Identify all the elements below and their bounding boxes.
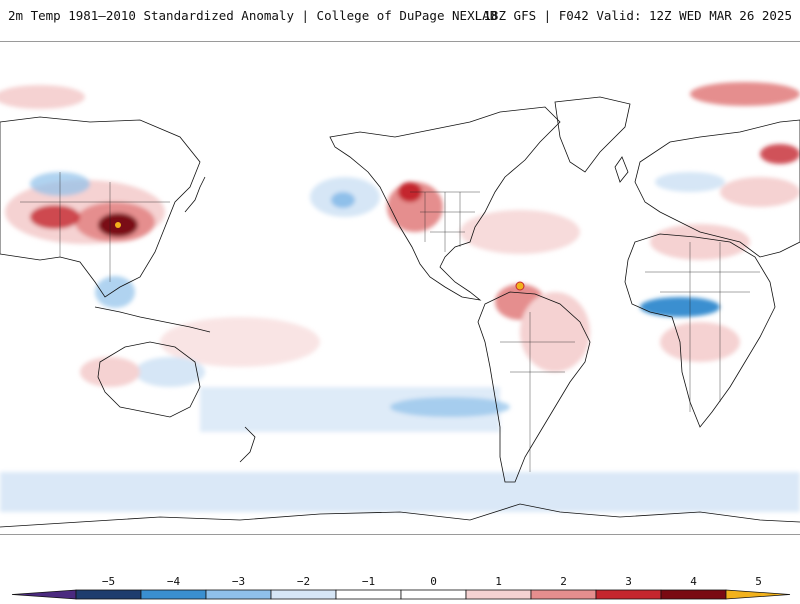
header: 2m Temp 1981–2010 Standardized Anomaly |… [0, 0, 800, 32]
colorbar-segment [660, 589, 727, 600]
colorbar-tick-label: 3 [625, 575, 632, 588]
southern-ocean-cool-band [0, 472, 800, 512]
ural-warm [720, 177, 800, 207]
colorbar-segment [75, 589, 142, 600]
political-borders [20, 172, 760, 472]
central-africa-warm [660, 322, 740, 362]
china-extreme-warm [115, 222, 121, 228]
north-america-outline [329, 106, 561, 301]
asia-border-lines [20, 172, 170, 282]
uk-outline [614, 156, 629, 183]
ne-pacific-cool-core [331, 192, 355, 208]
south-america-border-lines [500, 312, 575, 472]
greenland-outline [554, 96, 631, 173]
colorbar-tick-label: 1 [495, 575, 502, 588]
colorbar-tick-label: −1 [361, 575, 376, 588]
sahara-warm [650, 224, 750, 260]
africa-border-lines [645, 242, 760, 412]
antarctica-outline [0, 503, 800, 528]
colorbar-tick-label: 4 [690, 575, 697, 588]
colorbar-tick-label: −3 [231, 575, 246, 588]
atlantic-warm [460, 210, 580, 254]
brazil-warm [520, 292, 590, 372]
colorbar-segment [595, 589, 662, 600]
colorbar-segment [335, 589, 402, 600]
anomaly-shading [0, 82, 800, 512]
australia-warm-west [80, 357, 140, 387]
colorbar-segment [465, 589, 532, 600]
us-state-lines [410, 191, 480, 252]
colorbar-segment [400, 589, 467, 600]
colorbar-extend-low [11, 589, 77, 600]
australia-cool-east [135, 357, 205, 387]
map-title: 2m Temp 1981–2010 Standardized Anomaly |… [8, 8, 498, 23]
anomaly-hotspots [115, 222, 525, 291]
colorbar [0, 570, 800, 600]
model-run-info: 18Z GFS | F042 Valid: 12Z WED MAR 26 202… [483, 8, 792, 23]
anomaly-map [0, 41, 800, 535]
colorbar-tick-label: 5 [755, 575, 762, 588]
tibet-warm [30, 205, 80, 229]
colorbar-segment [270, 589, 337, 600]
russia-warm-spot [760, 144, 800, 164]
colorbar-segment [530, 589, 597, 600]
eurasia-outline [634, 119, 800, 258]
japan-outline [184, 176, 206, 213]
world-map-svg [0, 82, 800, 528]
arctic-warm-east [690, 82, 800, 106]
south-pacific-cool-core [390, 397, 510, 417]
australia-outline [97, 341, 201, 418]
new-zealand-outline [239, 426, 256, 463]
gulf-of-guinea-cool [640, 297, 720, 317]
colorbar-segment [140, 589, 207, 600]
indonesia-outline [94, 306, 211, 333]
east-asia-outline [0, 116, 201, 298]
colorbar-tick-label: −5 [101, 575, 116, 588]
colorbar-tick-label: −4 [166, 575, 181, 588]
colorbar-segment [205, 589, 272, 600]
colorbar-svg [11, 589, 791, 600]
south-america-outline [477, 291, 591, 483]
venezuela-extreme-warm [515, 281, 525, 291]
eastern-europe-cool [655, 172, 725, 192]
colorbar-tick-label: 0 [430, 575, 437, 588]
arctic-warm-west [0, 85, 85, 109]
coastlines [0, 96, 800, 528]
africa-outline [624, 233, 776, 428]
colorbar-tick-label: 2 [560, 575, 567, 588]
colorbar-tick-label: −2 [296, 575, 311, 588]
colorbar-extend-high [725, 589, 791, 600]
se-asia-cool [95, 276, 135, 308]
